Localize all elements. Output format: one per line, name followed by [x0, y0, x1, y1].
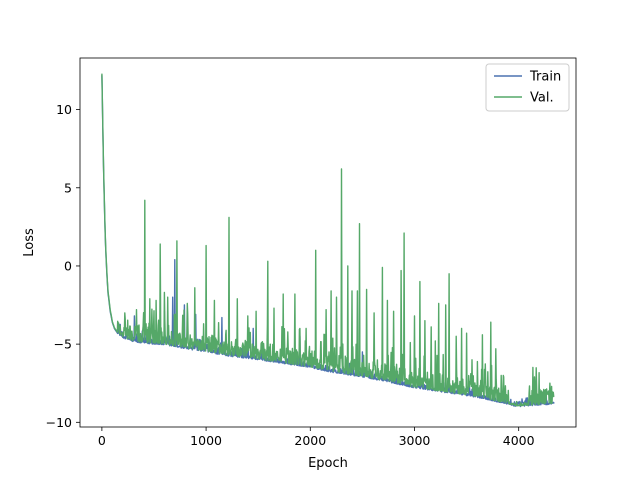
y-axis-label: Loss — [22, 228, 37, 257]
x-axis-label: Epoch — [308, 456, 348, 471]
y-tick-label: 10 — [56, 102, 72, 117]
tick-labels-y: −10 −5 0 5 10 — [46, 102, 80, 430]
x-tick-label: 2000 — [294, 433, 326, 448]
y-tick-label: −5 — [54, 337, 72, 352]
y-tick-label: −10 — [46, 415, 72, 430]
legend: Train Val. — [485, 63, 570, 112]
series-line-val — [101, 73, 555, 407]
x-tick-label: 3000 — [399, 433, 431, 448]
y-tick-label: 5 — [64, 180, 72, 195]
axes-frame — [79, 57, 577, 428]
x-tick-label: 1000 — [190, 433, 222, 448]
x-tick-label: 4000 — [503, 433, 535, 448]
legend-label-train: Train — [529, 70, 561, 85]
legend-label-val: Val. — [530, 91, 554, 106]
plot-series — [101, 73, 555, 408]
y-tick-label: 0 — [64, 258, 72, 273]
x-tick-label: 0 — [98, 433, 106, 448]
tick-labels-x: 0 1000 2000 3000 4000 — [98, 427, 535, 448]
